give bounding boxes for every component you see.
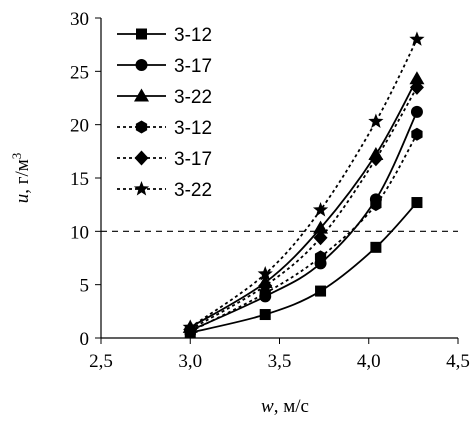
- x-axis-unit: , м/с: [274, 396, 309, 417]
- legend-entry: 3-22: [117, 87, 212, 108]
- y-tick-label: 0: [80, 329, 90, 350]
- y-axis-symbol: u: [12, 194, 33, 204]
- series-curves: [101, 38, 458, 334]
- legend-label: 3-12: [174, 118, 212, 139]
- legend-entry: 3-12: [117, 118, 212, 139]
- legend-label: 3-17: [174, 56, 212, 77]
- data-point-series-3: [313, 220, 329, 234]
- y-axis-unit: , г/м: [12, 159, 33, 194]
- data-point-series-6: [409, 31, 425, 46]
- legend-entry: 3-22: [117, 180, 212, 201]
- x-tick-label: 2,5: [89, 351, 113, 372]
- data-point-series-6: [312, 202, 329, 217]
- series-line-4: [189, 133, 418, 333]
- data-point-series-6: [368, 113, 384, 128]
- y-tick-label: 15: [70, 169, 89, 190]
- x-tick-label: 3,0: [178, 351, 202, 372]
- data-point-series-1: [411, 197, 423, 209]
- data-point-series-1: [259, 309, 271, 321]
- y-axis-unit-superscript: 3: [9, 153, 24, 160]
- legend-marker: [134, 150, 149, 166]
- series-line-5: [189, 86, 418, 331]
- y-tick-label: 10: [70, 222, 89, 243]
- series-markers: [182, 31, 425, 339]
- series-line-1: [190, 201, 418, 334]
- y-tick-label: 5: [80, 276, 90, 297]
- data-point-series-1: [370, 241, 382, 253]
- data-point-series-2: [410, 105, 423, 118]
- data-point-series-5: [258, 278, 273, 294]
- legend-entry: 3-17: [117, 56, 212, 77]
- legend-entry: 3-17: [117, 149, 212, 170]
- legend-marker: [133, 181, 150, 196]
- legend-label: 3-22: [174, 180, 212, 201]
- legend-marker: [135, 59, 148, 71]
- data-point-series-5: [409, 79, 424, 95]
- series-line-3: [189, 78, 418, 329]
- x-tick-label: 4,0: [357, 351, 381, 372]
- legend: 3-12 3-17 3-22 3-12 3-17 3-22: [117, 25, 212, 201]
- x-tick-label: 3,5: [268, 351, 292, 372]
- data-point-series-4: [411, 127, 423, 141]
- y-tick-label: 30: [70, 9, 89, 30]
- data-point-series-1: [315, 285, 327, 297]
- x-axis-symbol: w: [261, 396, 274, 417]
- y-axis-title: u, г/м3: [9, 153, 33, 204]
- data-point-series-6: [257, 266, 273, 281]
- data-point-series-4: [314, 250, 327, 264]
- legend-entry: 3-12: [117, 25, 212, 46]
- data-point-series-3: [409, 71, 425, 85]
- data-point-series-5: [313, 230, 328, 246]
- axes: 2,5 3,0 3,5 4,0 4,5 0 5 10 15 20 25 30: [70, 9, 470, 372]
- data-point-series-6: [182, 319, 198, 334]
- legend-label: 3-12: [174, 25, 212, 46]
- y-tick-label: 25: [70, 62, 89, 83]
- legend-label: 3-22: [174, 87, 212, 108]
- series-line-6: [189, 38, 418, 329]
- legend-label: 3-17: [174, 149, 212, 170]
- y-tick-label: 20: [70, 116, 89, 137]
- legend-marker: [135, 120, 148, 134]
- legend-marker: [136, 28, 147, 40]
- x-axis-title: w, м/с: [261, 396, 309, 417]
- x-tick-label: 4,5: [446, 351, 470, 372]
- legend-marker: [134, 88, 149, 102]
- data-point-series-4: [370, 198, 382, 212]
- data-point-series-5: [368, 151, 383, 167]
